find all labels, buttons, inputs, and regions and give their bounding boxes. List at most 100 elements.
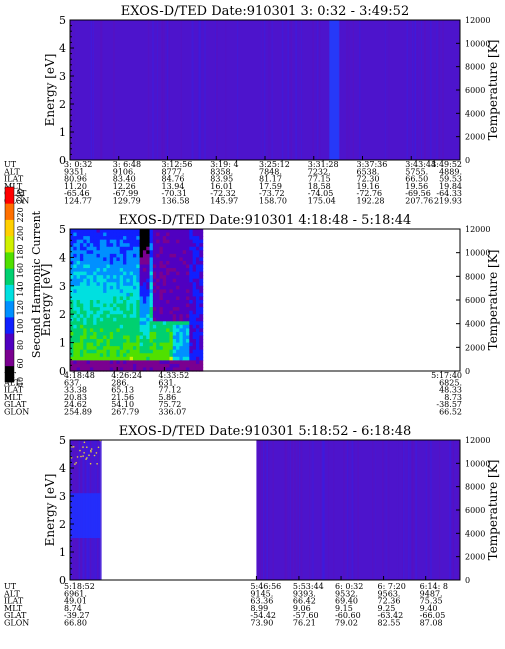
ephemeris-value: 254.89 [64,408,92,417]
ephemeris-value: 9351. [64,167,87,176]
heat-cell [182,282,187,287]
heat-cell [169,289,174,294]
heat-cell [136,356,141,361]
heat-streak [301,20,303,160]
heat-cell [116,342,121,347]
heat-cell [136,360,141,365]
heat-cell [162,243,167,248]
heat-cell [119,314,124,319]
heat-cell [79,239,84,244]
heat-cell [139,243,144,248]
heat-cell [189,346,194,351]
heat-cell [113,282,118,287]
ephemeris-value: 72.30 [357,175,380,184]
heat-cell [179,236,184,241]
ephemeris-value: 12.26 [113,182,136,191]
heat-streak [372,440,374,580]
heat-cell [73,253,78,258]
heat-cell [119,331,124,337]
spectrogram-panel-3: EXOS-D/TED Date:910301 5:18:52 - 6:18:48… [3,424,500,628]
heat-cell [159,300,164,305]
heat-cell [132,346,137,351]
heat-cell [149,349,154,354]
heat-cell [73,360,78,365]
heat-speck [75,462,77,464]
heat-cell [152,260,157,266]
heat-cell [169,328,174,333]
heat-cell [109,360,114,365]
heat-cell [192,264,197,269]
heat-cell [189,367,194,372]
heat-cell [93,257,98,262]
heat-speck [70,457,73,459]
heat-streak [284,440,287,580]
heat-cell [116,246,121,251]
colorbar-segment [5,203,14,220]
heat-cell [199,335,204,340]
heat-cell [73,292,78,298]
heat-cell [156,253,161,258]
heat-cell [176,367,180,372]
ephemeris-value: 81.17 [259,175,282,184]
heat-cell [172,335,177,340]
heat-cell [73,321,78,326]
ephemeris-value: 5755. [405,167,428,176]
heat-streak [428,440,431,580]
heat-cell [176,271,180,276]
heat-cell [109,328,114,333]
heat-cell [126,314,131,319]
heat-cell [99,367,104,372]
heat-cell [86,246,91,251]
heat-cell [166,349,171,354]
ephemeris-value: 69.40 [335,597,358,606]
heat-speck [80,455,82,458]
heat-cell [123,232,127,237]
heat-cell [93,292,98,298]
heat-cell [132,229,137,234]
heat-cell [79,250,84,255]
heat-cell [93,310,98,315]
heat-cell [103,285,108,290]
ephemeris-value: 49.01 [64,597,87,606]
heat-cell [142,246,147,251]
heat-cell [86,264,91,269]
heat-cell [99,339,104,344]
ephemeris-value: -60.60 [335,611,361,620]
ephemeris-value: 3: 0:32 [64,160,92,169]
ephemeris-value: 5:53:44 [293,582,324,591]
heat-cell [96,331,101,337]
heat-cell [126,285,131,290]
heat-cell [89,310,94,315]
heat-cell [83,232,88,237]
y-right-tick-label: 12000 [465,225,490,234]
heat-cell [192,236,197,241]
heat-cell [179,300,184,305]
heat-cell [189,236,194,241]
heat-cell [126,310,131,315]
heat-cell [176,285,180,290]
heat-cell [156,271,161,276]
ephemeris-value: 19.84 [439,182,462,191]
ephemeris-value: 82.55 [378,619,401,628]
heat-cell [139,232,144,237]
heat-cell [109,331,114,337]
heat-streak [90,20,93,160]
heat-cell [176,342,180,347]
heat-cell [83,367,88,372]
heat-cell [76,271,81,276]
heat-cell [73,363,78,369]
heat-cell [70,250,74,255]
heat-cell [113,232,118,237]
heat-cell [146,324,151,329]
heat-cell [119,339,124,344]
heat-cell [182,257,187,262]
ephemeris-value: 33.38 [64,386,87,395]
heat-cell [76,229,81,234]
colorbar-segment [5,252,14,269]
heat-cell [83,239,88,244]
heat-cell [126,282,131,287]
heat-speck [86,446,88,449]
heat-cell [172,324,177,329]
heat-cell [109,353,114,358]
